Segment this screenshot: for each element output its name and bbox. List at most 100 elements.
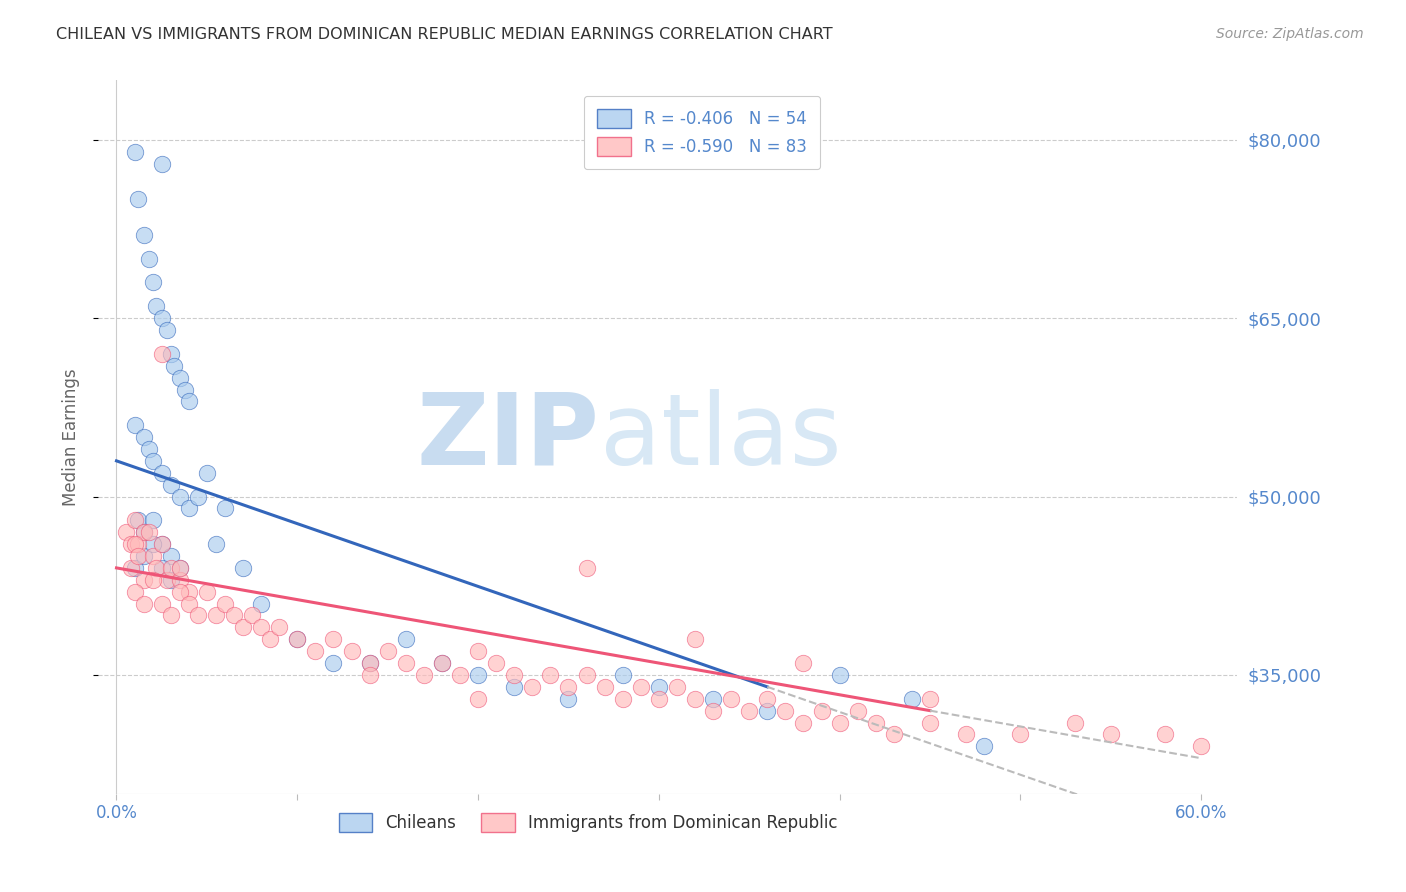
Point <box>132 549 155 563</box>
Point <box>150 347 173 361</box>
Point <box>756 691 779 706</box>
Point <box>127 537 149 551</box>
Point <box>169 584 191 599</box>
Point <box>702 704 724 718</box>
Point <box>132 597 155 611</box>
Point <box>205 537 228 551</box>
Point <box>150 561 173 575</box>
Point <box>124 513 146 527</box>
Text: ZIP: ZIP <box>416 389 599 485</box>
Point <box>214 597 236 611</box>
Point <box>503 680 526 694</box>
Point <box>250 620 273 634</box>
Point <box>138 252 160 266</box>
Point <box>269 620 291 634</box>
Text: atlas: atlas <box>599 389 841 485</box>
Point <box>557 691 579 706</box>
Point <box>612 691 634 706</box>
Point <box>127 513 149 527</box>
Point <box>395 632 418 647</box>
Point <box>159 347 181 361</box>
Point <box>195 466 218 480</box>
Point <box>1063 715 1085 730</box>
Point <box>285 632 308 647</box>
Point <box>522 680 544 694</box>
Point <box>593 680 616 694</box>
Point <box>683 691 706 706</box>
Point <box>138 442 160 456</box>
Point <box>285 632 308 647</box>
Point <box>214 501 236 516</box>
Point <box>792 715 814 730</box>
Point <box>322 656 344 670</box>
Point <box>720 691 742 706</box>
Point <box>142 537 165 551</box>
Point <box>918 715 941 730</box>
Point <box>169 573 191 587</box>
Point <box>159 561 181 575</box>
Point <box>449 668 471 682</box>
Point <box>142 276 165 290</box>
Point <box>127 192 149 206</box>
Point <box>159 549 181 563</box>
Point <box>467 644 489 658</box>
Point <box>322 632 344 647</box>
Point <box>1099 727 1122 741</box>
Point <box>503 668 526 682</box>
Point <box>648 691 671 706</box>
Point <box>205 608 228 623</box>
Point <box>177 394 200 409</box>
Point <box>187 490 209 504</box>
Point <box>222 608 245 623</box>
Point <box>177 597 200 611</box>
Point <box>359 668 381 682</box>
Point <box>150 597 173 611</box>
Point <box>412 668 434 682</box>
Point <box>177 501 200 516</box>
Point <box>177 584 200 599</box>
Point <box>169 561 191 575</box>
Point <box>142 454 165 468</box>
Point <box>232 620 254 634</box>
Point <box>648 680 671 694</box>
Point <box>145 299 167 313</box>
Point <box>1154 727 1177 741</box>
Text: CHILEAN VS IMMIGRANTS FROM DOMINICAN REPUBLIC MEDIAN EARNINGS CORRELATION CHART: CHILEAN VS IMMIGRANTS FROM DOMINICAN REP… <box>56 27 832 42</box>
Point <box>132 573 155 587</box>
Point <box>150 311 173 326</box>
Point <box>259 632 281 647</box>
Point <box>142 573 165 587</box>
Point <box>142 549 165 563</box>
Point <box>612 668 634 682</box>
Point <box>124 145 146 159</box>
Point <box>124 537 146 551</box>
Point <box>792 656 814 670</box>
Point <box>738 704 761 718</box>
Point <box>169 370 191 384</box>
Point <box>630 680 652 694</box>
Point <box>883 727 905 741</box>
Point <box>145 561 167 575</box>
Point <box>575 668 598 682</box>
Point <box>575 561 598 575</box>
Point <box>865 715 887 730</box>
Point <box>240 608 263 623</box>
Point <box>163 359 186 373</box>
Point <box>138 525 160 540</box>
Point <box>702 691 724 706</box>
Point <box>485 656 508 670</box>
Legend: Chileans, Immigrants from Dominican Republic: Chileans, Immigrants from Dominican Repu… <box>332 806 844 839</box>
Point <box>150 537 173 551</box>
Text: Source: ZipAtlas.com: Source: ZipAtlas.com <box>1216 27 1364 41</box>
Point <box>114 525 136 540</box>
Point <box>538 668 561 682</box>
Point <box>395 656 418 670</box>
Point <box>304 644 326 658</box>
Point <box>127 549 149 563</box>
Point <box>557 680 579 694</box>
Point <box>359 656 381 670</box>
Point <box>810 704 832 718</box>
Point <box>250 597 273 611</box>
Point <box>150 537 173 551</box>
Point <box>828 715 851 730</box>
